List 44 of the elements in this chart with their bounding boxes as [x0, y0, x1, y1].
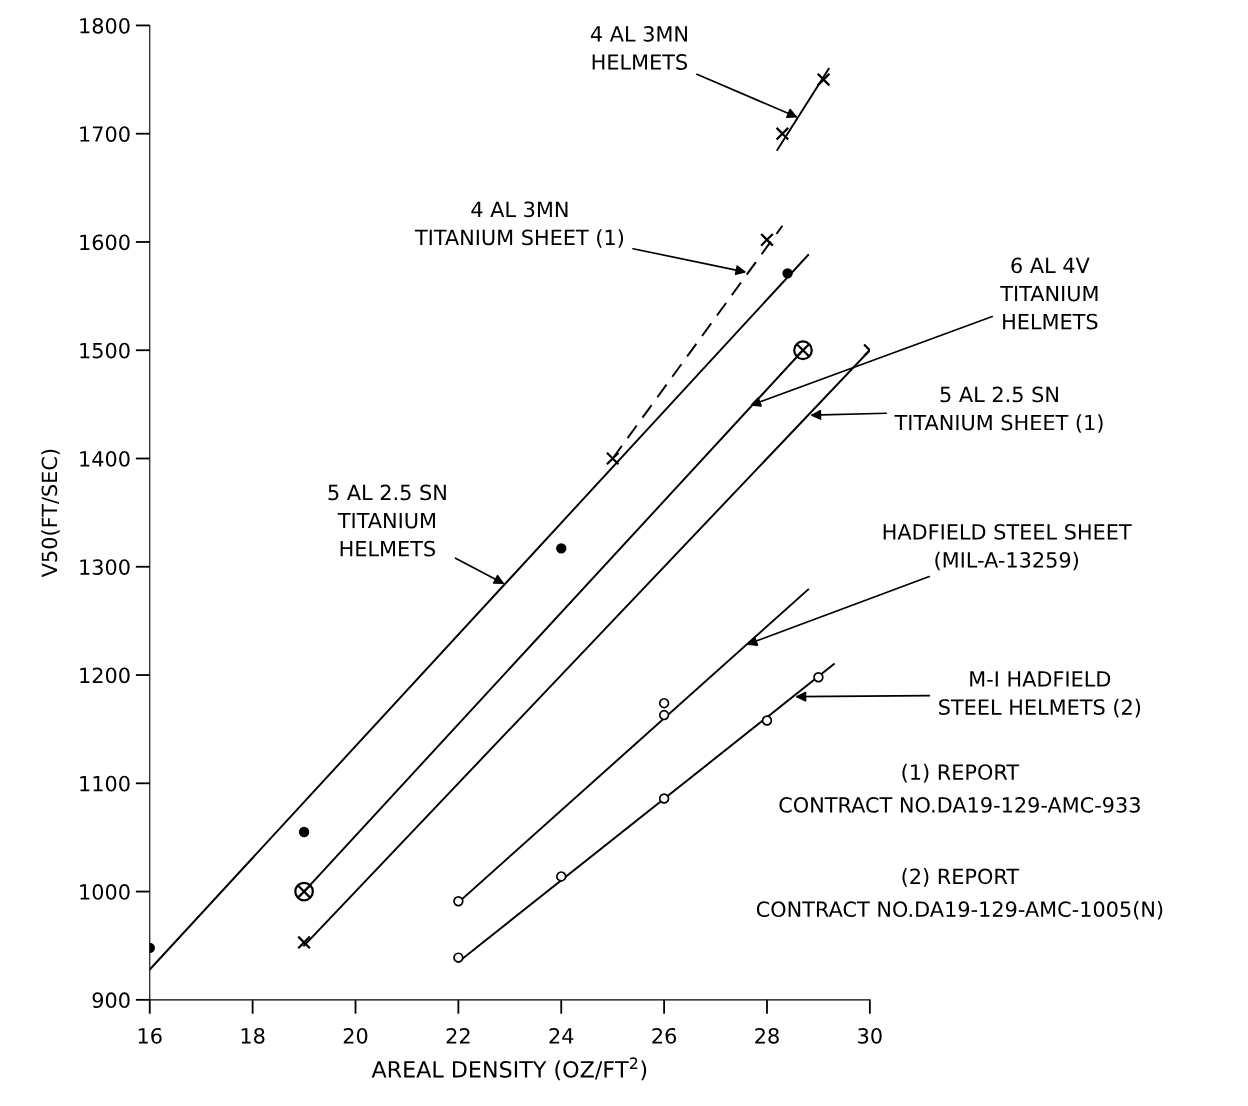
- y-tick-label: 1700: [80, 126, 130, 142]
- y-tick-label: 1800: [80, 17, 130, 34]
- y-tick-label: 1400: [80, 450, 130, 467]
- point: [658, 697, 670, 709]
- annotation: 4 AL 3MN TITANIUM SHEET (1): [414, 201, 624, 248]
- x-tick-label: 24: [549, 1027, 574, 1044]
- point: [775, 126, 790, 141]
- x-tick-label: 28: [755, 1027, 779, 1044]
- point: [658, 709, 670, 721]
- y-tick-label: 900: [92, 992, 130, 1009]
- point: [782, 268, 793, 279]
- y-tick-label: 1500: [80, 342, 130, 359]
- annotation: HADFIELD STEEL SHEET (MIL-A-13259): [883, 523, 1132, 571]
- x-tick-label: 22: [446, 1027, 470, 1044]
- y-tick-label: 1200: [80, 667, 130, 684]
- point: [658, 793, 670, 804]
- point: [556, 543, 567, 554]
- point: [556, 871, 567, 882]
- point: [816, 72, 831, 87]
- y-tick-label: 1100: [80, 775, 130, 792]
- x-tick-label: 20: [343, 1027, 368, 1044]
- y-tick-label: 1600: [80, 234, 130, 251]
- annotation: 5 AL 2.5 SN TITANIUM HELMETS: [328, 484, 446, 557]
- y-axis-title: V50(FT/SEC): [41, 449, 60, 578]
- point: [760, 232, 774, 247]
- annotation: (1) REPORT CONTRACT NO.DA19-129-AMC-933: [779, 763, 1140, 813]
- point: [605, 451, 620, 466]
- x-tick-label: 18: [241, 1027, 265, 1044]
- point: [761, 715, 773, 726]
- annotation: 4 AL 3MN HELMETS: [590, 26, 688, 70]
- point: [813, 671, 824, 683]
- point: [298, 826, 310, 838]
- annotation: (2) REPORT CONTRACT NO.DA19-129-AMC-1005(N): [756, 868, 1163, 920]
- x-tick-label: 30: [858, 1027, 882, 1044]
- x-axis-title: AREAL DENSITY (OZ/FT$^{2}$): [371, 1057, 647, 1081]
- annotation: M-I HADFIELD STEEL HELMETS (2): [939, 671, 1141, 718]
- y-tick-label: 1300: [80, 559, 130, 575]
- x-tick-label: 26: [652, 1027, 677, 1044]
- point: [453, 952, 464, 963]
- y-tick-label: 1000: [80, 884, 130, 900]
- annotation: 6 AL 4V TITANIUM HELMETS: [1000, 257, 1098, 330]
- x-tick-label: 16: [138, 1027, 162, 1044]
- annotation: 5 AL 2.5 SN TITANIUM SHEET (1): [894, 386, 1103, 433]
- point: [453, 896, 464, 907]
